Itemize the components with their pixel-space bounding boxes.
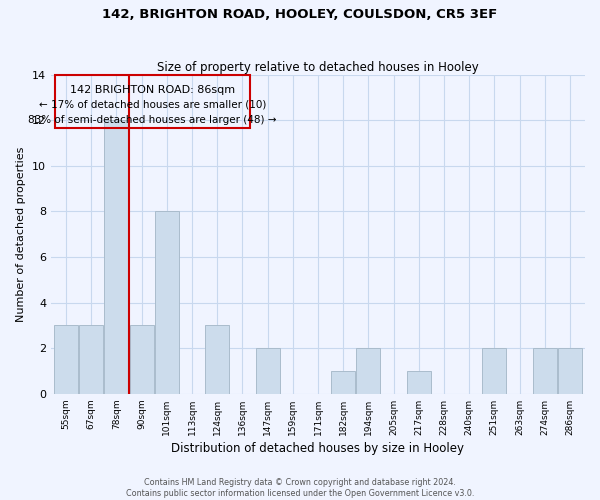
Text: 142, BRIGHTON ROAD, HOOLEY, COULSDON, CR5 3EF: 142, BRIGHTON ROAD, HOOLEY, COULSDON, CR… [103, 8, 497, 20]
Bar [356, 348, 380, 394]
Bar [155, 212, 179, 394]
Bar [55, 74, 250, 128]
Bar [331, 371, 355, 394]
Bar [79, 326, 103, 394]
Bar [54, 326, 78, 394]
Bar [482, 348, 506, 394]
Text: Contains HM Land Registry data © Crown copyright and database right 2024.
Contai: Contains HM Land Registry data © Crown c… [126, 478, 474, 498]
Bar [205, 326, 229, 394]
Y-axis label: Number of detached properties: Number of detached properties [16, 146, 26, 322]
Text: ← 17% of detached houses are smaller (10): ← 17% of detached houses are smaller (10… [38, 100, 266, 110]
Bar [558, 348, 582, 394]
Bar [104, 120, 128, 394]
Bar [130, 326, 154, 394]
Title: Size of property relative to detached houses in Hooley: Size of property relative to detached ho… [157, 60, 479, 74]
Bar [407, 371, 431, 394]
Text: 142 BRIGHTON ROAD: 86sqm: 142 BRIGHTON ROAD: 86sqm [70, 85, 235, 95]
X-axis label: Distribution of detached houses by size in Hooley: Distribution of detached houses by size … [172, 442, 464, 455]
Bar [256, 348, 280, 394]
Text: 83% of semi-detached houses are larger (48) →: 83% of semi-detached houses are larger (… [28, 114, 277, 124]
Bar [533, 348, 557, 394]
